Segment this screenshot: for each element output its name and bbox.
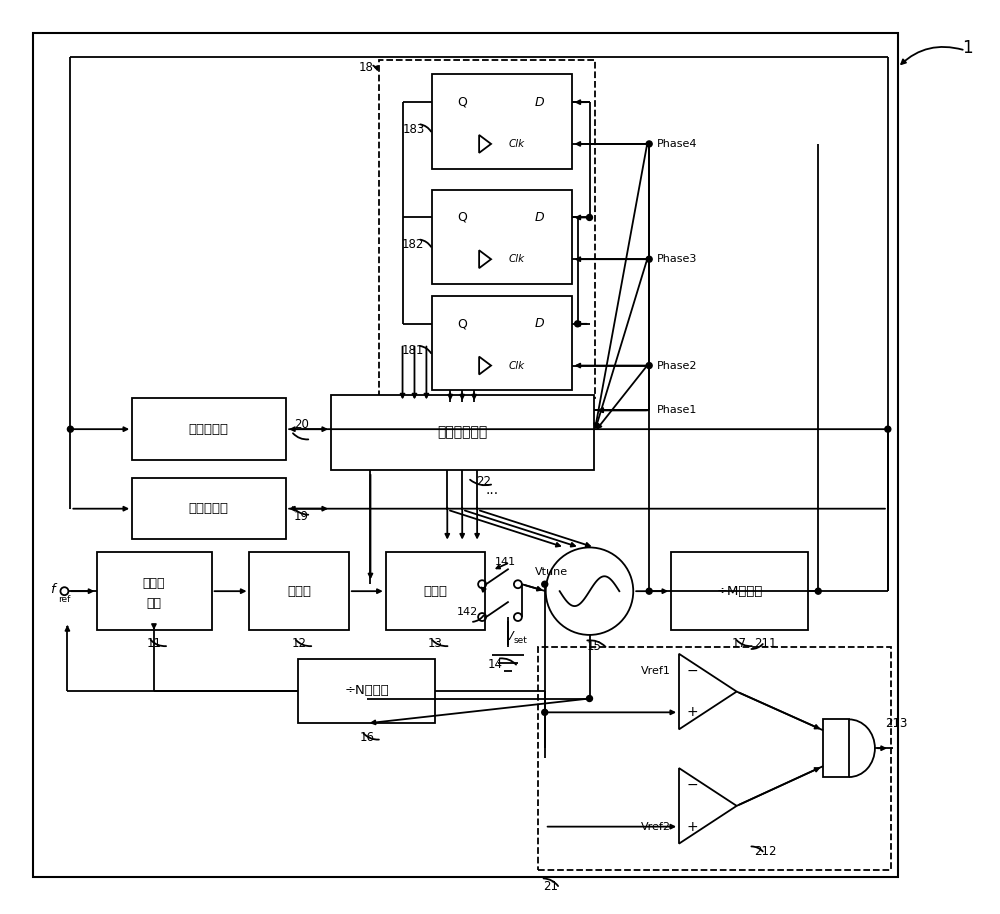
Text: 142: 142 [457,607,478,617]
FancyBboxPatch shape [132,478,286,539]
Circle shape [542,581,548,587]
Text: f: f [50,583,54,596]
FancyBboxPatch shape [298,659,435,723]
Text: D: D [535,317,545,330]
FancyBboxPatch shape [432,296,572,390]
Text: Phase1: Phase1 [657,405,697,415]
Text: set: set [514,636,528,645]
FancyBboxPatch shape [331,396,594,470]
Circle shape [67,426,73,432]
Text: 电荷泵: 电荷泵 [287,585,311,598]
Text: +: + [687,820,699,834]
FancyBboxPatch shape [671,552,808,630]
Circle shape [587,696,592,702]
Text: 141: 141 [495,558,516,568]
Text: 16: 16 [359,731,374,744]
Text: Phase4: Phase4 [657,139,698,149]
Text: ...: ... [485,483,499,497]
Text: Vref1: Vref1 [641,665,671,675]
Text: 21: 21 [543,880,558,893]
Text: −: − [687,778,699,792]
Text: 17: 17 [732,637,747,651]
Text: Q: Q [457,317,467,330]
Text: Clk: Clk [509,360,525,370]
Text: 第二计数器: 第二计数器 [189,422,229,436]
Text: ÷N除法器: ÷N除法器 [344,684,389,697]
FancyBboxPatch shape [33,33,898,877]
Text: 19: 19 [294,510,309,523]
FancyBboxPatch shape [432,189,572,284]
Circle shape [815,589,821,594]
Text: +: + [687,706,699,719]
Text: Phase3: Phase3 [657,254,697,264]
Text: 13: 13 [428,637,443,651]
FancyBboxPatch shape [132,399,286,460]
Text: Q: Q [457,96,467,109]
Text: 20: 20 [294,418,309,430]
Text: ref: ref [58,595,71,603]
Text: Clk: Clk [509,254,525,264]
FancyBboxPatch shape [386,552,485,630]
Text: 211: 211 [755,637,777,651]
Circle shape [646,589,652,594]
Text: 滤波器: 滤波器 [423,585,447,598]
Text: Vref2: Vref2 [641,822,671,832]
Text: 1: 1 [962,38,973,57]
Circle shape [575,321,581,327]
Text: 213: 213 [885,717,907,730]
Text: 183: 183 [402,122,424,135]
Text: 11: 11 [146,637,161,651]
Text: Vtune: Vtune [535,568,568,578]
Text: 鉴频鉴: 鉴频鉴 [143,577,165,590]
Text: 逻辑控制电路: 逻辑控制电路 [437,425,487,439]
Circle shape [646,141,652,147]
FancyBboxPatch shape [249,552,349,630]
Text: 第一计数器: 第一计数器 [189,502,229,515]
Text: 181: 181 [402,345,424,357]
FancyBboxPatch shape [432,74,572,169]
Text: 15: 15 [587,641,602,654]
Text: −: − [687,664,699,678]
Text: 22: 22 [476,475,491,488]
Circle shape [646,363,652,368]
Circle shape [885,426,891,432]
Text: 212: 212 [755,845,777,858]
Text: ÷M除法器: ÷M除法器 [716,585,763,598]
Circle shape [587,215,592,220]
Text: 相器: 相器 [146,597,161,610]
Text: 18: 18 [359,61,374,74]
Text: Phase2: Phase2 [657,360,698,370]
Text: V: V [505,631,513,643]
Circle shape [542,709,548,716]
Text: D: D [535,96,545,109]
Circle shape [646,256,652,262]
Text: Q: Q [457,211,467,224]
Text: D: D [535,211,545,224]
Text: 14: 14 [488,658,503,671]
Text: Clk: Clk [509,139,525,149]
Text: 12: 12 [292,637,307,651]
FancyBboxPatch shape [97,552,212,630]
Text: 182: 182 [402,238,424,250]
FancyBboxPatch shape [823,719,849,777]
